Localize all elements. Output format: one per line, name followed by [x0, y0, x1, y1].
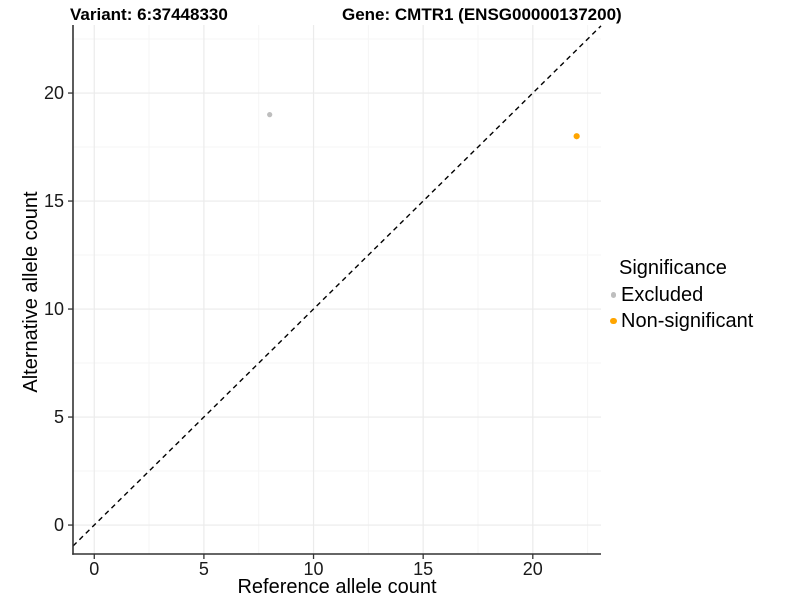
identity-line — [72, 25, 602, 547]
legend-item-non-significant: Non-significant — [606, 308, 753, 334]
legend: Significance Excluded Non-significant — [606, 257, 753, 334]
legend-label-non-significant: Non-significant — [621, 310, 754, 332]
y-tick-label: 5 — [54, 407, 64, 427]
y-tick-label: 20 — [44, 83, 64, 103]
x-tick-label: 10 — [304, 559, 324, 579]
y-axis-title: Alternative allele count — [20, 191, 42, 393]
legend-label-excluded: Excluded — [621, 284, 704, 306]
legend-dot-icon — [610, 317, 617, 325]
legend-key-non-significant — [606, 317, 621, 325]
legend-title: Significance — [619, 257, 727, 279]
variant-title: Variant: 6:37448330 — [70, 5, 228, 24]
x-tick-label: 0 — [89, 559, 99, 579]
legend-key-excluded — [606, 292, 621, 298]
x-axis-title: Reference allele count — [237, 576, 437, 598]
legend-dot-icon — [610, 292, 617, 298]
x-tick-label: 5 — [199, 559, 209, 579]
y-tick-label: 15 — [44, 191, 64, 211]
data-point-excluded — [267, 112, 273, 118]
data-point-non-significant — [573, 133, 580, 140]
y-tick-label: 10 — [44, 299, 64, 319]
x-tick-label: 20 — [523, 559, 543, 579]
x-tick-label: 15 — [413, 559, 433, 579]
legend-items: Excluded Non-significant — [606, 282, 753, 334]
gene-title: Gene: CMTR1 (ENSG00000137200) — [342, 5, 622, 24]
y-tick-label: 0 — [54, 515, 64, 535]
legend-item-excluded: Excluded — [606, 282, 753, 308]
